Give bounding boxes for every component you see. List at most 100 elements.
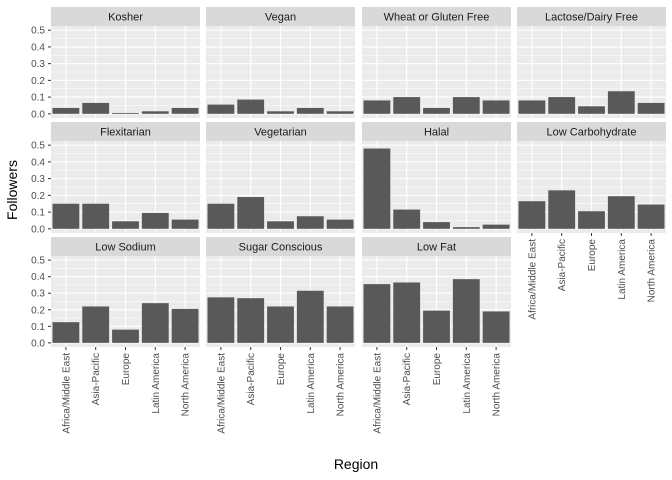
x-tick-label: North America [336, 353, 347, 417]
y-tick-label: 0.4 [31, 42, 45, 53]
bar-low-fat-latin-america [452, 279, 480, 343]
bar-kosher-europe [112, 112, 139, 114]
facet-title: Vegan [265, 12, 296, 24]
y-tick-labels: 0.0 0.1 0.2 0.3 0.4 0.5 0.0 0.1 0.2 0.3 0.4 0.5 0.0 0… [31, 26, 51, 349]
bar-sugar-conscious-africa-middle-east [207, 297, 235, 343]
bar-vegetarian-europe [267, 221, 294, 229]
bar-vegan-north-america [326, 111, 354, 114]
x-tick-label: North America [492, 353, 503, 417]
facet-title: Low Carbohydrate [547, 127, 637, 139]
facet-low-carbohydrate: Low Carbohydrate [517, 122, 666, 233]
y-tick-label: 0.1 [31, 322, 45, 333]
bar-vegan-africa-middle-east [207, 104, 235, 114]
y-tick-label: 0.0 [31, 338, 45, 349]
bar-low-carbohydrate-asia-pacific [548, 190, 576, 229]
facet-wheat-or-gluten-free: Wheat or Gluten Free [362, 7, 511, 118]
y-tick-label: 0.4 [31, 157, 45, 168]
facet-title: Halal [424, 127, 449, 139]
x-tick-label: Latin America [617, 239, 628, 300]
bar-wheat-or-gluten-free-europe [423, 107, 450, 114]
y-tick-label: 0.5 [31, 26, 45, 37]
x-tick-label: Latin America [306, 353, 317, 414]
facet-title: Vegetarian [254, 127, 307, 139]
facet-strip [362, 237, 511, 256]
bar-low-fat-europe [423, 310, 450, 343]
bar-halal-north-america [482, 224, 510, 229]
bar-sugar-conscious-asia-pacific [237, 298, 265, 343]
bar-low-carbohydrate-europe [578, 211, 605, 229]
facet-strip [51, 7, 200, 26]
x-axis-title: Region [334, 456, 378, 472]
bar-wheat-or-gluten-free-north-america [482, 100, 510, 114]
bar-flexitarian-africa-middle-east [52, 203, 80, 229]
bar-low-sodium-asia-pacific [82, 306, 110, 343]
x-tick-label: Africa/Middle East [527, 239, 538, 320]
x-tick-label: Africa/Middle East [372, 353, 383, 434]
x-tick-label: Latin America [151, 353, 162, 414]
facet-strip [51, 122, 200, 141]
bar-halal-europe [423, 222, 450, 229]
bar-sugar-conscious-latin-america [296, 290, 324, 343]
bar-vegan-europe [267, 111, 294, 114]
x-tick-label: Europe [432, 353, 443, 386]
facet-title: Low Fat [417, 242, 456, 254]
y-tick-label: 0.0 [31, 109, 45, 120]
y-tick-label: 0.0 [31, 224, 45, 235]
y-tick-label: 0.2 [31, 76, 45, 87]
bar-halal-asia-pacific [393, 209, 421, 229]
facet-flexitarian: Flexitarian [51, 122, 200, 233]
x-tick-label: Asia-Pacific [402, 353, 413, 405]
bar-wheat-or-gluten-free-asia-pacific [393, 97, 421, 114]
x-tick-label: North America [647, 239, 658, 303]
facet-title: Kosher [108, 12, 143, 24]
bar-vegetarian-latin-america [296, 216, 324, 229]
bar-kosher-latin-america [141, 111, 169, 114]
bar-wheat-or-gluten-free-africa-middle-east [363, 100, 391, 114]
bar-low-sodium-north-america [171, 308, 199, 343]
bar-flexitarian-asia-pacific [82, 203, 110, 229]
facet-title: Low Sodium [95, 242, 156, 254]
facet-strip [362, 7, 511, 26]
y-tick-label: 0.2 [31, 305, 45, 316]
x-tick-label: Asia-Pacific [557, 239, 568, 291]
bar-halal-latin-america [452, 227, 480, 229]
bar-low-fat-asia-pacific [393, 282, 421, 343]
x-tick-label: Africa/Middle East [61, 353, 72, 434]
bar-low-fat-africa-middle-east [363, 284, 391, 343]
y-tick-label: 0.4 [31, 272, 45, 283]
facet-title: Lactose/Dairy Free [545, 12, 638, 24]
bar-low-carbohydrate-africa-middle-east [518, 201, 546, 229]
x-tick-label: Asia-Pacific [91, 353, 102, 405]
bar-lactose-dairy-free-latin-america [607, 91, 635, 114]
y-tick-label: 0.3 [31, 289, 45, 300]
x-tick-label: Asia-Pacific [246, 353, 257, 405]
bar-low-sodium-latin-america [141, 303, 169, 343]
bar-kosher-africa-middle-east [52, 107, 80, 114]
bar-lactose-dairy-free-europe [578, 106, 605, 114]
bar-low-carbohydrate-latin-america [607, 196, 635, 229]
x-tick-label: Latin America [462, 353, 473, 414]
bar-low-sodium-africa-middle-east [52, 322, 80, 343]
facet-panels: Kosher Vegan Wheat or Gluten Free Lactose/D… [51, 7, 666, 347]
facet-low-fat: Low Fat [362, 237, 511, 347]
bar-vegan-asia-pacific [237, 99, 265, 114]
y-tick-label: 0.5 [31, 256, 45, 267]
bar-lactose-dairy-free-north-america [637, 102, 665, 114]
facet-strip [362, 122, 511, 141]
bar-low-fat-north-america [482, 311, 510, 343]
bar-low-sodium-europe [112, 329, 139, 343]
facet-strip [206, 237, 355, 256]
facet-sugar-conscious: Sugar Conscious [206, 237, 355, 347]
x-tick-label: Europe [587, 239, 598, 272]
bar-kosher-asia-pacific [82, 102, 110, 114]
facet-vegan: Vegan [206, 7, 355, 118]
bar-vegetarian-asia-pacific [237, 197, 265, 229]
bar-halal-africa-middle-east [363, 148, 391, 229]
bar-low-carbohydrate-north-america [637, 204, 665, 229]
bar-flexitarian-north-america [171, 219, 199, 229]
bar-flexitarian-latin-america [141, 212, 169, 229]
facet-strip [517, 122, 666, 141]
facet-vegetarian: Vegetarian [206, 122, 355, 233]
bar-lactose-dairy-free-africa-middle-east [518, 100, 546, 114]
bar-vegetarian-africa-middle-east [207, 203, 235, 229]
